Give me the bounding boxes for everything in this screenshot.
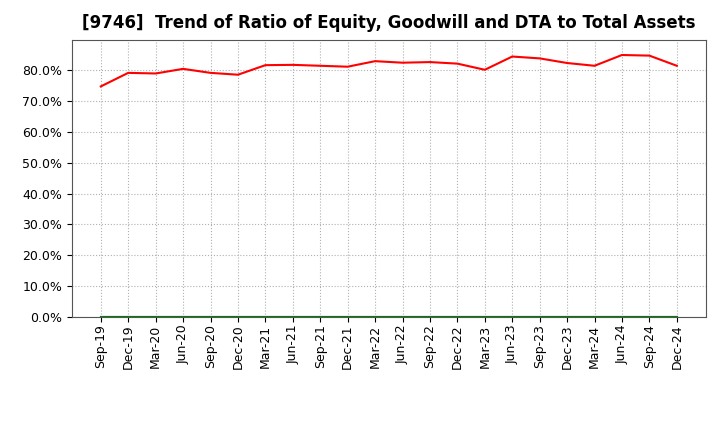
Equity — [672, 63, 681, 68]
Equity — [124, 70, 132, 76]
Goodwill — [233, 314, 242, 319]
Goodwill — [206, 314, 215, 319]
Deferred Tax Assets — [536, 314, 544, 319]
Deferred Tax Assets — [151, 314, 160, 319]
Goodwill — [563, 314, 572, 319]
Deferred Tax Assets — [343, 314, 352, 319]
Equity — [480, 67, 489, 73]
Deferred Tax Assets — [233, 314, 242, 319]
Goodwill — [261, 314, 270, 319]
Equity — [206, 70, 215, 76]
Equity — [316, 63, 325, 68]
Equity — [563, 60, 572, 66]
Goodwill — [151, 314, 160, 319]
Deferred Tax Assets — [480, 314, 489, 319]
Equity — [371, 59, 379, 64]
Equity — [233, 72, 242, 77]
Equity — [453, 61, 462, 66]
Equity — [151, 71, 160, 76]
Equity — [590, 63, 599, 68]
Goodwill — [590, 314, 599, 319]
Goodwill — [672, 314, 681, 319]
Equity — [536, 56, 544, 61]
Goodwill — [453, 314, 462, 319]
Deferred Tax Assets — [124, 314, 132, 319]
Goodwill — [316, 314, 325, 319]
Deferred Tax Assets — [645, 314, 654, 319]
Deferred Tax Assets — [96, 314, 105, 319]
Deferred Tax Assets — [590, 314, 599, 319]
Goodwill — [343, 314, 352, 319]
Equity — [343, 64, 352, 70]
Goodwill — [289, 314, 297, 319]
Deferred Tax Assets — [618, 314, 626, 319]
Equity — [508, 54, 516, 59]
Title: [9746]  Trend of Ratio of Equity, Goodwill and DTA to Total Assets: [9746] Trend of Ratio of Equity, Goodwil… — [82, 15, 696, 33]
Goodwill — [645, 314, 654, 319]
Equity — [618, 52, 626, 58]
Deferred Tax Assets — [316, 314, 325, 319]
Equity — [96, 84, 105, 89]
Deferred Tax Assets — [261, 314, 270, 319]
Goodwill — [480, 314, 489, 319]
Equity — [179, 66, 187, 71]
Goodwill — [124, 314, 132, 319]
Deferred Tax Assets — [398, 314, 407, 319]
Equity — [426, 59, 434, 65]
Deferred Tax Assets — [508, 314, 516, 319]
Goodwill — [508, 314, 516, 319]
Goodwill — [426, 314, 434, 319]
Goodwill — [96, 314, 105, 319]
Goodwill — [536, 314, 544, 319]
Deferred Tax Assets — [672, 314, 681, 319]
Line: Equity: Equity — [101, 55, 677, 86]
Equity — [645, 53, 654, 58]
Equity — [261, 62, 270, 68]
Deferred Tax Assets — [179, 314, 187, 319]
Goodwill — [398, 314, 407, 319]
Equity — [398, 60, 407, 65]
Deferred Tax Assets — [563, 314, 572, 319]
Deferred Tax Assets — [426, 314, 434, 319]
Goodwill — [179, 314, 187, 319]
Goodwill — [371, 314, 379, 319]
Deferred Tax Assets — [206, 314, 215, 319]
Goodwill — [618, 314, 626, 319]
Deferred Tax Assets — [289, 314, 297, 319]
Deferred Tax Assets — [453, 314, 462, 319]
Equity — [289, 62, 297, 67]
Deferred Tax Assets — [371, 314, 379, 319]
